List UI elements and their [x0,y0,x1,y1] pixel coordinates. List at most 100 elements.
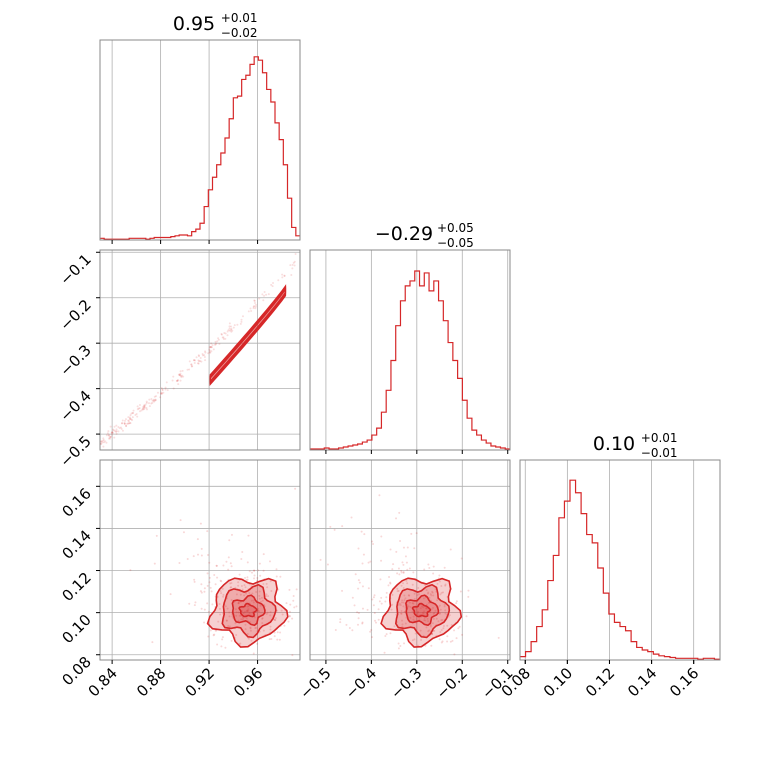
contour-level [209,287,287,383]
sample-point [402,571,405,574]
sample-point [438,612,441,615]
x-tick-label: −0.3 [387,664,425,702]
sample-point [333,528,336,531]
sample-point [425,607,428,610]
sample-point [241,551,244,554]
sample-point [212,634,215,637]
sample-point [114,429,117,432]
sample-point [450,624,453,627]
sample-point [401,625,404,628]
sample-point [254,305,257,308]
contour-level [405,594,440,627]
sample-point [235,611,238,614]
sample-point [161,388,164,391]
sample-point [204,351,207,354]
sample-point [261,617,264,620]
sample-point [408,567,411,570]
sample-point [432,565,435,568]
sample-point [123,421,126,424]
sample-point [406,582,409,585]
sample-point [423,610,426,613]
sample-point [221,638,224,641]
sample-point [424,619,427,622]
sample-point [383,651,386,654]
sample-point [197,553,200,556]
sample-point [412,571,415,574]
sample-point [229,562,232,565]
sample-point [230,565,233,568]
sample-point [237,619,240,622]
sample-point [193,580,196,583]
sample-point [218,602,221,605]
sample-point [443,566,446,569]
sample-point [418,593,421,596]
sample-point [250,599,253,602]
sample-point [252,652,255,655]
sample-point [226,334,229,337]
sample-point [357,547,360,550]
sample-point [430,594,433,597]
panel-bg [100,40,300,240]
sample-point [289,603,292,606]
sample-point [190,365,193,368]
sample-point [228,327,231,330]
sample-point [246,561,249,564]
sample-point [243,584,246,587]
sample-point [439,631,442,634]
sample-point [371,598,374,601]
sample-point [399,644,402,647]
sample-point [210,350,213,353]
sample-point [203,355,206,358]
sample-point [225,560,228,563]
sample-point [362,553,365,556]
sample-point [178,373,181,376]
sample-point [385,596,388,599]
sample-point [258,597,261,600]
sample-point [229,325,232,328]
sample-point [239,614,242,617]
sample-point [220,333,223,336]
sample-point [162,391,165,394]
sample-point [396,572,399,575]
sample-point [443,605,446,608]
sample-point [440,629,443,632]
sample-point [399,540,402,543]
density-layer [129,487,298,657]
sample-point [206,602,209,605]
sample-point [105,441,108,444]
sample-point [339,618,342,621]
sample-point [235,633,238,636]
sample-point [294,487,297,490]
sample-point [127,420,130,423]
sample-point [112,429,115,432]
panel-frame [309,459,511,661]
sample-point [260,596,263,599]
sample-point [160,392,163,395]
sample-point [150,402,153,405]
sample-point [438,612,441,615]
sample-point [259,574,262,577]
sample-point [253,616,256,619]
sample-point [244,592,247,595]
sample-point [391,568,394,571]
sample-point [278,638,281,641]
sample-point [377,618,380,621]
sample-point [215,342,218,345]
sample-point [213,633,216,636]
sample-point [272,281,275,284]
contour-level [238,602,258,618]
sample-point [453,629,456,632]
sample-point [217,337,220,340]
sample-point [200,554,203,557]
contour-level [206,577,289,648]
sample-point [421,611,424,614]
sample-point [197,362,200,365]
sample-point [281,276,284,279]
histogram-step-line [100,56,300,240]
sample-point [280,609,283,612]
sample-point [237,584,240,587]
sample-point [192,555,195,558]
sample-point [434,609,437,612]
sample-point [131,411,134,414]
sample-point [273,635,276,638]
